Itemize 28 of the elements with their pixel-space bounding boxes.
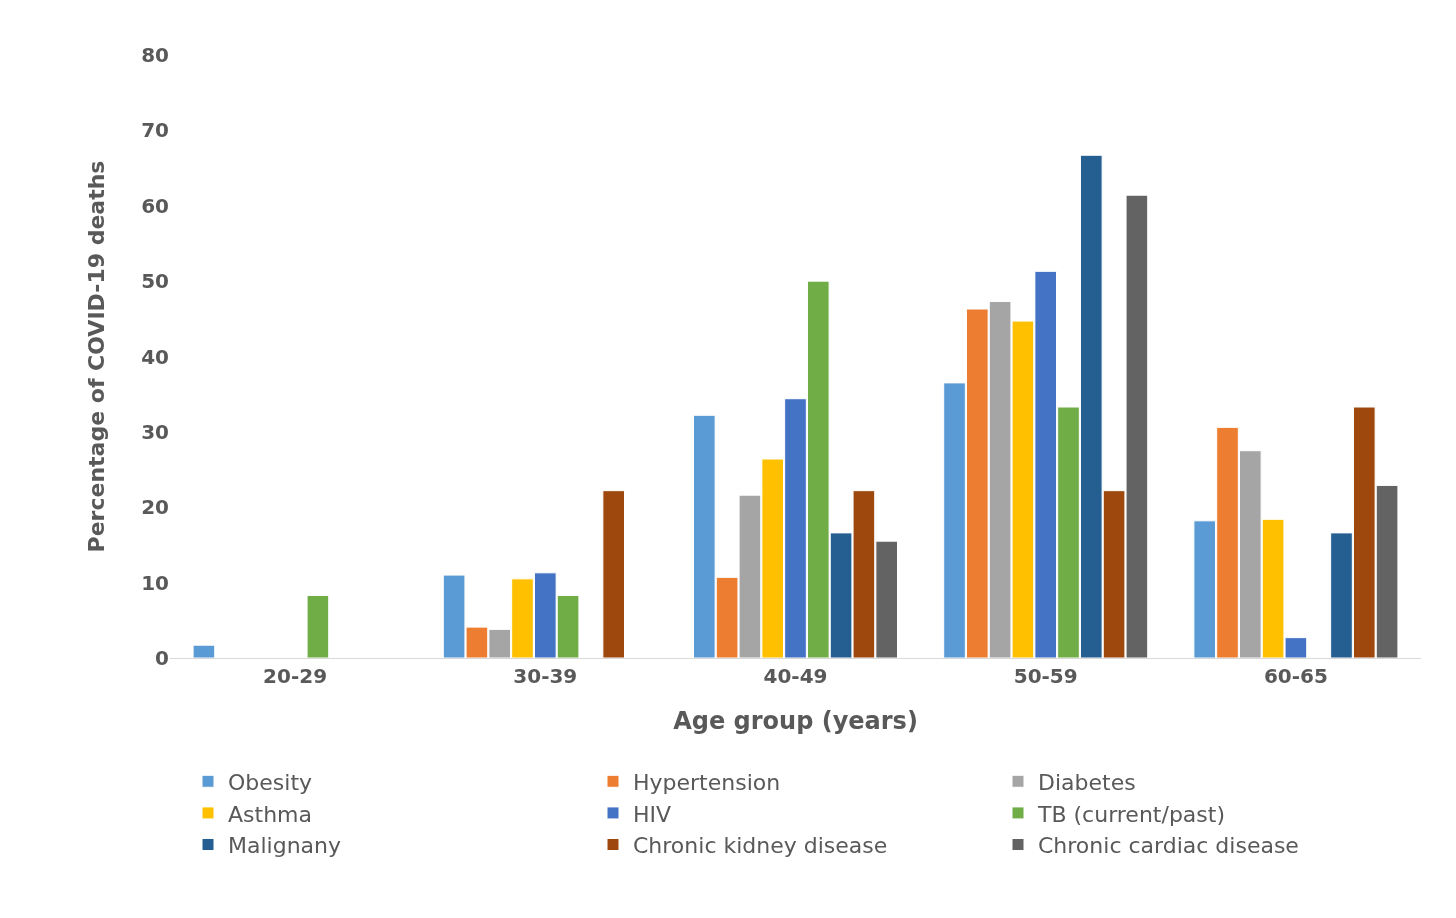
bar xyxy=(192,644,216,658)
x-tick-label: 30-39 xyxy=(513,664,578,688)
legend-label: TB (current/past) xyxy=(1037,801,1225,827)
y-tick-label: 50 xyxy=(141,269,169,294)
bar xyxy=(306,594,330,658)
legend-label: Chronic cardiac disease xyxy=(1038,833,1299,859)
y-tick-label: 70 xyxy=(141,118,169,143)
y-tick-label: 80 xyxy=(141,43,169,67)
legend-label: Chronic kidney disease xyxy=(633,833,888,859)
legend-label: Hypertension xyxy=(633,769,781,795)
legend-label: Malignany xyxy=(228,833,342,859)
y-tick-label: 0 xyxy=(155,646,169,670)
y-tick-label: 60 xyxy=(141,193,169,218)
legend-label: HIV xyxy=(633,801,672,827)
x-tick-label: 20-29 xyxy=(263,664,328,688)
y-tick-label: 40 xyxy=(141,344,169,369)
x-tick-label: 60-65 xyxy=(1263,664,1328,688)
legend-label: Diabetes xyxy=(1038,769,1136,795)
legend-label: Obesity xyxy=(228,769,313,795)
bar xyxy=(602,490,626,658)
x-tick-label: 40-49 xyxy=(763,664,828,688)
x-tick-label: 50-59 xyxy=(1013,664,1078,688)
y-tick-label: 30 xyxy=(141,419,169,444)
y-tick-label: 20 xyxy=(141,495,169,520)
y-axis-title: Percentage of COVID-19 deaths xyxy=(83,160,109,553)
x-axis-title: Age group (years) xyxy=(673,707,918,736)
legend-label: Asthma xyxy=(228,801,312,827)
y-tick-label: 10 xyxy=(141,570,169,595)
